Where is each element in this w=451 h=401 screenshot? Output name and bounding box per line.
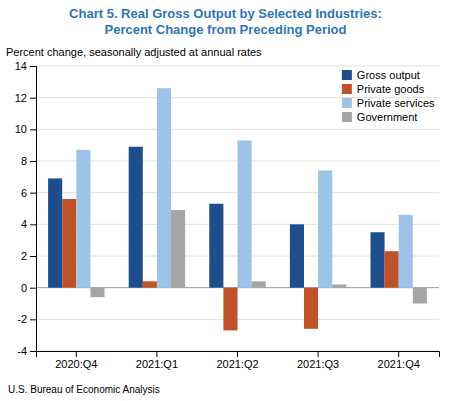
bar (157, 88, 171, 288)
bar (143, 281, 157, 287)
bar (90, 288, 104, 298)
legend-label: Private goods (357, 83, 425, 95)
y-tick: 4 (21, 218, 36, 230)
bar (62, 199, 76, 288)
x-tick: 2021:Q3 (297, 351, 339, 370)
legend-label: Government (357, 111, 418, 123)
y-tick-mark (30, 66, 36, 67)
x-tick-mark (318, 351, 319, 357)
grid-line (36, 129, 439, 130)
y-tick-label: 14 (15, 60, 27, 72)
x-axis: 2020:Q4 2021:Q1 2021:Q2 2021:Q3 2021:Q4 (37, 351, 440, 370)
x-tick-mark (156, 351, 157, 357)
y-tick-mark (30, 319, 36, 320)
y-tick-mark (30, 161, 36, 162)
bar (290, 224, 304, 287)
x-tick: 2020:Q4 (55, 351, 97, 370)
bars (48, 88, 427, 330)
x-tick-label: 2021:Q1 (136, 358, 178, 370)
y-tick: 8 (21, 155, 36, 167)
plot: -4 -2 0 2 4 6 8 10 12 14 2020:Q4 2021:Q1 2021:Q2 2021… (15, 60, 440, 370)
bar-series (62, 199, 399, 330)
y-axis: -4 -2 0 2 4 6 8 10 12 14 (15, 60, 37, 357)
y-tick: -4 (17, 345, 36, 357)
legend: Gross output Private goods Private service… (342, 69, 435, 123)
y-tick-label: 10 (15, 123, 27, 135)
bar (238, 140, 252, 287)
y-tick-label: 2 (21, 250, 27, 262)
y-tick: 6 (21, 187, 36, 199)
legend-item: Gross output (342, 69, 420, 81)
x-tick-label: 2020:Q4 (55, 358, 97, 370)
legend-label: Private services (357, 97, 435, 109)
x-tick-label: 2021:Q4 (378, 358, 420, 370)
x-tick-label: 2021:Q2 (216, 358, 258, 370)
title-line: Chart 5. Real Gross Output by Selected I… (69, 6, 382, 21)
x-tick-label: 2021:Q3 (297, 358, 339, 370)
title: Chart 5. Real Gross Output by Selected I… (69, 6, 382, 37)
y-tick-mark (30, 129, 36, 130)
legend-swatch (342, 98, 352, 108)
bar (76, 150, 90, 288)
legend-label: Gross output (357, 69, 420, 81)
y-tick: 2 (21, 250, 36, 262)
y-tick-mark (30, 193, 36, 194)
y-tick-mark (30, 98, 36, 99)
x-tick: 2021:Q2 (216, 351, 258, 370)
legend-item: Private services (342, 97, 435, 109)
source: U.S. Bureau of Economic Analysis (8, 384, 160, 395)
bar (252, 281, 266, 287)
bar (413, 288, 427, 304)
y-tick-label: 12 (15, 92, 27, 104)
bar (399, 215, 413, 288)
x-tick-mark (237, 351, 238, 357)
bar (48, 178, 62, 287)
bar-series (90, 210, 427, 303)
x-tick-mark (76, 351, 77, 357)
legend-item: Government (342, 111, 418, 123)
bar (318, 171, 332, 288)
bar-series (48, 147, 385, 288)
y-tick: 10 (15, 123, 36, 135)
legend-swatch (342, 70, 352, 80)
grid-line (36, 66, 439, 67)
bar (129, 147, 143, 288)
y-tick-label: 4 (21, 218, 27, 230)
y-tick: -2 (17, 313, 36, 325)
bar (209, 204, 223, 288)
x-axis-line (37, 352, 440, 358)
title-line: Percent Change from Preceding Period (104, 22, 346, 37)
bar (304, 288, 318, 329)
bar (370, 232, 384, 287)
bar (332, 285, 346, 288)
x-tick-mark (398, 351, 399, 357)
y-tick: 12 (15, 92, 36, 104)
y-tick-label: 0 (21, 282, 27, 294)
y-tick-label: -2 (17, 313, 27, 325)
chart: Chart 5. Real Gross Output by Selected I… (0, 0, 451, 401)
x-tick: 2021:Q1 (136, 351, 178, 370)
y-tick-label: 6 (21, 187, 27, 199)
y-tick-mark (30, 288, 36, 289)
y-tick-mark (30, 256, 36, 257)
y-tick-label: 8 (21, 155, 27, 167)
y-axis-line (30, 67, 37, 352)
legend-swatch (342, 84, 352, 94)
y-tick-mark (30, 224, 36, 225)
legend-item: Private goods (342, 83, 425, 95)
y-axis-label: Percent change, seasonally adjusted at a… (6, 46, 262, 58)
x-tick: 2021:Q4 (378, 351, 420, 370)
y-tick: 0 (21, 282, 36, 294)
y-tick-mark (30, 351, 36, 352)
y-tick: 14 (15, 60, 36, 72)
bar (171, 210, 185, 288)
bar (385, 251, 399, 287)
y-tick-label: -4 (17, 345, 27, 357)
legend-swatch (342, 112, 352, 122)
grid (36, 66, 439, 351)
bar (223, 288, 237, 331)
